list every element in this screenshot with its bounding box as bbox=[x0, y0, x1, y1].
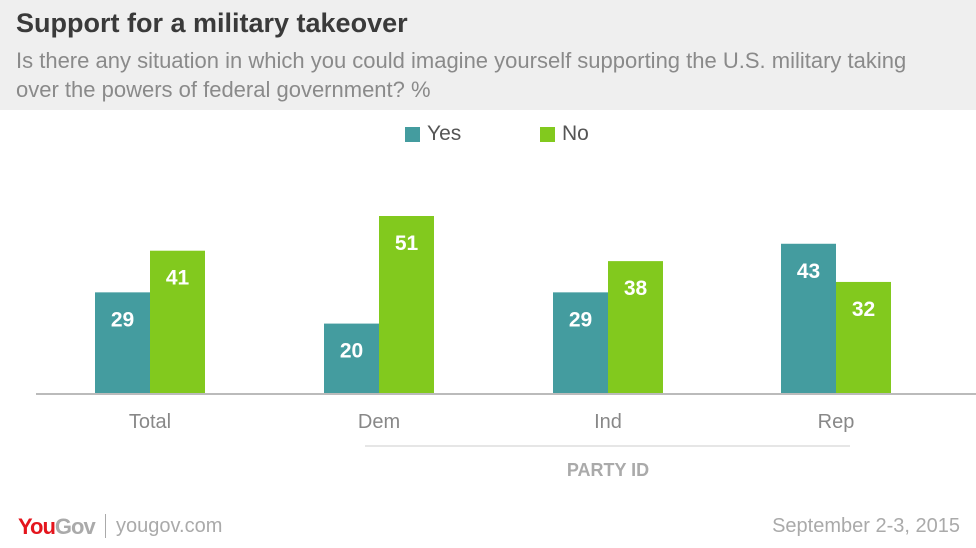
x-tick-label: Total bbox=[129, 411, 171, 433]
legend-swatch-no bbox=[540, 126, 555, 142]
data-label: 38 bbox=[624, 277, 648, 300]
yougov-logo: YouGov bbox=[18, 514, 96, 539]
legend-label-yes: Yes bbox=[427, 122, 462, 145]
legend-swatch-yes bbox=[405, 126, 420, 142]
chart-subtitle: Is there any situation in which you coul… bbox=[16, 48, 907, 102]
header: Support for a military takeover Is there… bbox=[0, 0, 976, 110]
bar-yes-total bbox=[95, 292, 150, 393]
bar-yes-rep bbox=[781, 243, 836, 393]
chart-title: Support for a military takeover bbox=[16, 8, 408, 38]
data-label: 51 bbox=[395, 232, 419, 255]
data-label: 29 bbox=[111, 308, 134, 331]
footer-date: September 2-3, 2015 bbox=[772, 515, 960, 537]
data-label: 41 bbox=[166, 267, 190, 290]
data-label: 43 bbox=[797, 260, 820, 283]
bar-no-total bbox=[150, 250, 205, 393]
data-label: 20 bbox=[340, 340, 363, 363]
x-tick-label: Rep bbox=[818, 411, 855, 433]
group-label: PARTY ID bbox=[567, 460, 649, 480]
footer-site: yougov.com bbox=[116, 515, 223, 537]
data-label: 32 bbox=[852, 298, 875, 321]
x-tick-label: Ind bbox=[594, 411, 622, 433]
legend-item-yes: Yes bbox=[405, 122, 461, 146]
bar-yes-dem bbox=[324, 323, 379, 393]
x-tick-label: Dem bbox=[358, 411, 400, 433]
data-label: 29 bbox=[569, 308, 592, 331]
bar-no-rep bbox=[836, 281, 891, 393]
footer-divider bbox=[105, 514, 106, 538]
bar-no-ind bbox=[608, 261, 663, 393]
bar-no-dem bbox=[379, 216, 434, 393]
bar-yes-ind bbox=[553, 292, 608, 393]
legend-item-no: No bbox=[540, 122, 589, 146]
legend-label-no: No bbox=[562, 122, 589, 145]
